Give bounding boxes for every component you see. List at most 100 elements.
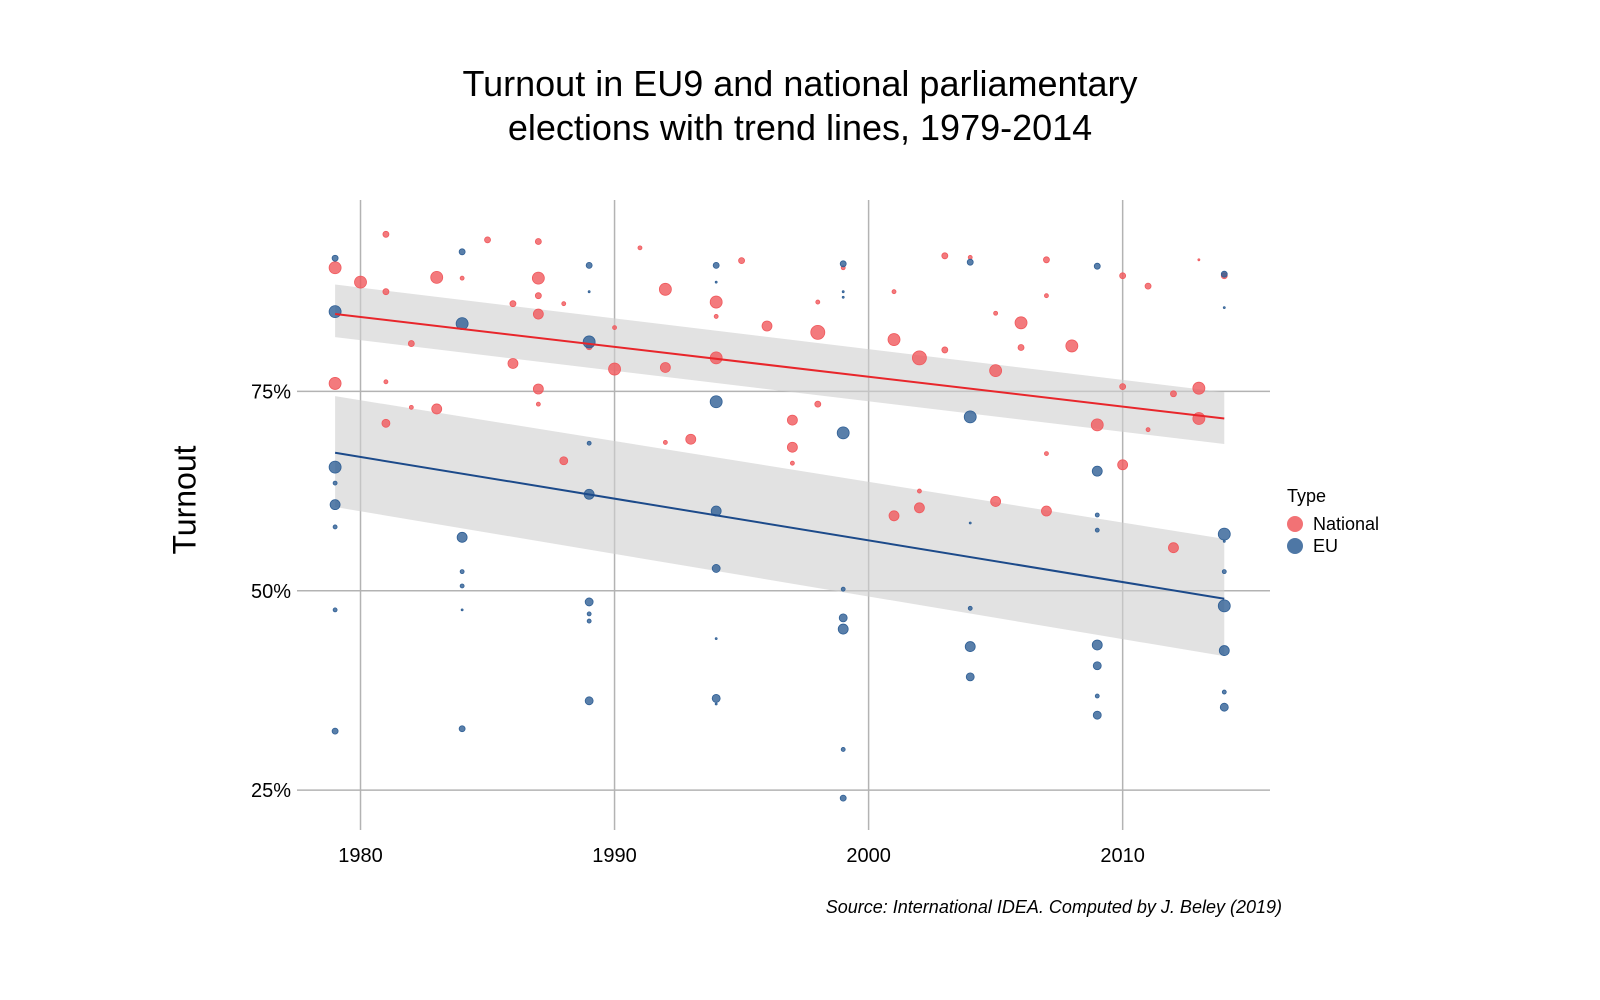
trend-line-national <box>334 313 1225 420</box>
point-national-69 <box>1168 542 1179 554</box>
point-eu-24 <box>712 261 720 269</box>
point-eu-51 <box>1091 639 1103 651</box>
confidence-band-national <box>335 284 1225 445</box>
point-eu-54 <box>1092 710 1102 720</box>
point-national-48 <box>914 502 925 514</box>
point-eu-38 <box>837 623 849 635</box>
point-eu-29 <box>714 637 718 641</box>
point-eu-1 <box>328 305 342 319</box>
point-national-43 <box>891 289 897 295</box>
point-eu-56 <box>1222 306 1226 310</box>
point-national-32 <box>713 314 719 319</box>
point-national-10 <box>431 403 443 415</box>
point-national-24 <box>612 325 617 330</box>
point-national-67 <box>1145 427 1151 433</box>
point-eu-49 <box>1094 512 1100 518</box>
point-eu-36 <box>840 586 846 592</box>
point-eu-25 <box>714 280 718 284</box>
point-national-34 <box>738 257 745 265</box>
point-national-30 <box>685 433 697 445</box>
point-national-29 <box>662 440 668 445</box>
point-eu-20 <box>584 597 594 607</box>
point-national-44 <box>887 333 901 346</box>
point-eu-11 <box>459 569 465 575</box>
point-eu-13 <box>460 608 464 612</box>
legend-label-national: National <box>1313 513 1380 534</box>
point-national-5 <box>383 379 389 385</box>
point-national-35 <box>761 320 773 332</box>
point-eu-48 <box>1091 465 1103 477</box>
point-eu-0 <box>331 254 339 262</box>
point-national-59 <box>1044 451 1049 456</box>
point-eu-40 <box>839 794 847 802</box>
point-national-39 <box>815 299 821 305</box>
point-national-41 <box>814 400 822 408</box>
trend-lines <box>334 313 1225 600</box>
legend-item-eu: EU <box>1287 535 1379 557</box>
point-national-52 <box>993 310 999 316</box>
point-eu-45 <box>964 641 976 652</box>
y-tick-label-0: 25% <box>251 780 291 802</box>
point-eu-61 <box>1218 645 1230 656</box>
point-eu-3 <box>332 480 338 486</box>
point-national-38 <box>789 460 795 466</box>
point-national-19 <box>532 383 544 395</box>
point-eu-18 <box>586 440 592 446</box>
point-national-2 <box>354 275 367 289</box>
legend-swatch-eu <box>1287 538 1303 554</box>
point-eu-33 <box>841 290 845 294</box>
point-national-49 <box>941 252 949 260</box>
point-national-58 <box>1044 293 1049 299</box>
point-national-62 <box>1090 418 1104 432</box>
point-eu-8 <box>458 248 466 256</box>
point-national-18 <box>532 308 544 320</box>
point-national-26 <box>637 245 643 251</box>
x-tick-label-2010: 2010 <box>1100 845 1145 867</box>
point-national-17 <box>534 292 542 300</box>
point-eu-59 <box>1221 569 1227 575</box>
point-eu-15 <box>585 261 593 269</box>
point-eu-17 <box>582 335 596 349</box>
point-national-20 <box>535 401 541 407</box>
point-eu-50 <box>1094 527 1100 533</box>
point-eu-34 <box>841 295 845 299</box>
point-national-14 <box>507 358 519 369</box>
point-eu-60 <box>1217 599 1231 613</box>
source-caption: Source: International IDEA. Computed by … <box>825 897 1282 917</box>
point-eu-10 <box>456 531 468 543</box>
point-national-16 <box>531 271 545 285</box>
point-eu-37 <box>838 613 848 623</box>
point-eu-41 <box>966 258 974 266</box>
point-eu-26 <box>709 395 723 409</box>
point-national-46 <box>912 350 927 366</box>
point-eu-43 <box>968 521 972 525</box>
point-eu-22 <box>586 618 592 624</box>
data-points <box>328 230 1231 802</box>
point-eu-57 <box>1217 527 1231 541</box>
point-eu-5 <box>332 524 338 530</box>
point-eu-58 <box>1222 539 1226 543</box>
point-national-66 <box>1144 282 1152 290</box>
point-national-71 <box>1192 381 1206 395</box>
point-national-13 <box>509 300 517 308</box>
point-national-70 <box>1197 258 1201 262</box>
point-eu-62 <box>1221 689 1227 695</box>
point-national-37 <box>786 441 798 453</box>
point-national-0 <box>328 261 342 275</box>
point-national-40 <box>810 324 826 340</box>
point-eu-42 <box>963 410 977 424</box>
y-tick-label-2: 75% <box>251 381 291 403</box>
x-tick-label-2000: 2000 <box>846 845 891 867</box>
point-national-4 <box>382 288 390 296</box>
point-national-68 <box>1170 390 1177 398</box>
tick-labels: 1980 1990 2000 2010 25% 50% 75% <box>251 381 1145 867</box>
point-national-8 <box>408 404 414 410</box>
point-national-9 <box>430 270 444 284</box>
point-national-47 <box>917 488 922 494</box>
point-eu-30 <box>711 694 721 703</box>
chart-title: Turnout in EU9 and national parliamentar… <box>462 63 1138 148</box>
point-eu-12 <box>459 583 465 589</box>
confidence-bands <box>335 284 1225 657</box>
point-eu-14 <box>458 725 466 733</box>
point-national-28 <box>659 362 671 373</box>
